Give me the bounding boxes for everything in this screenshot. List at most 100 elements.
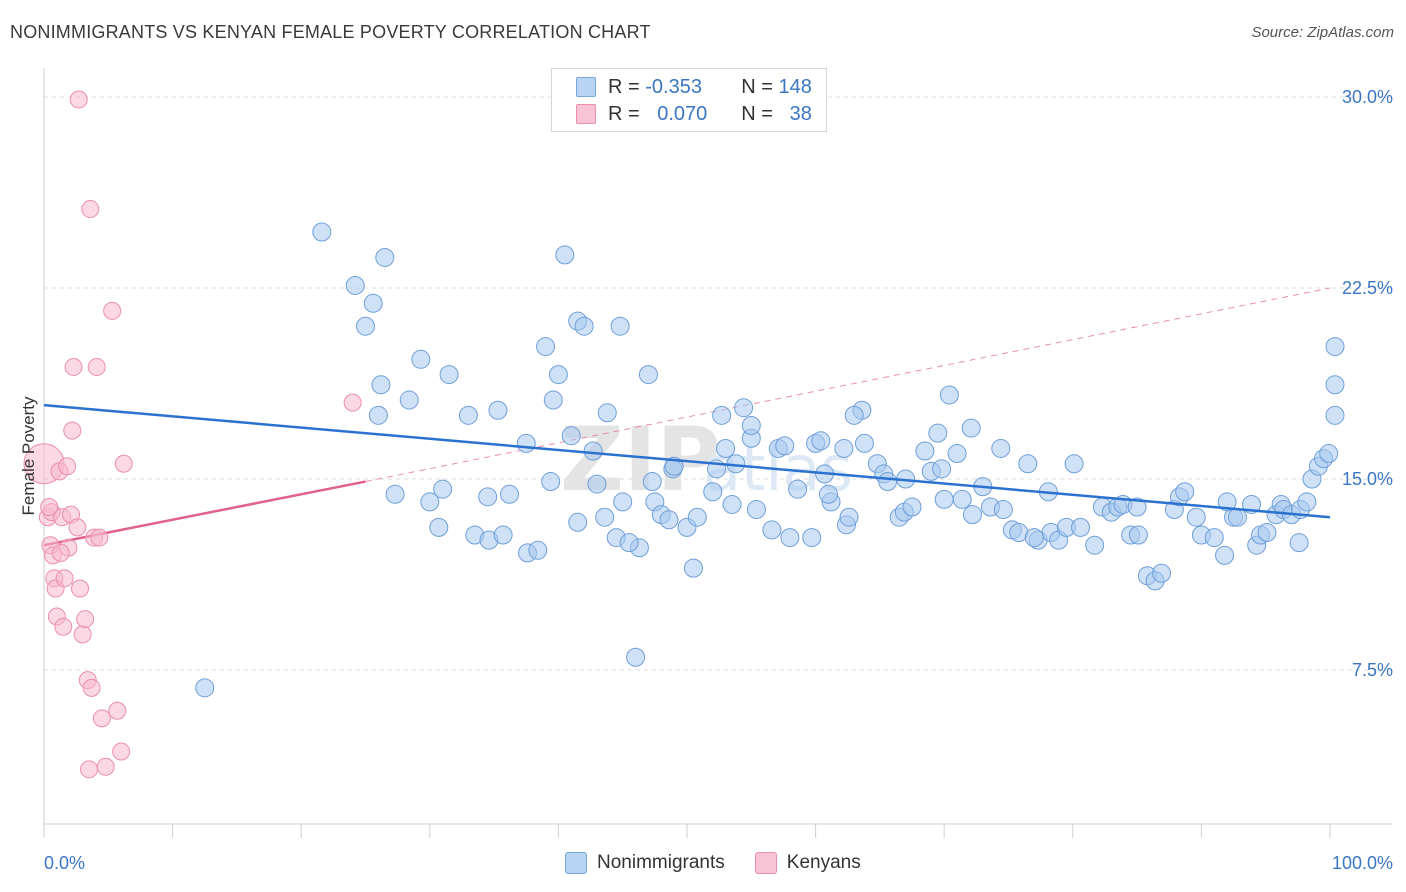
nonimmigrants-point bbox=[610, 316, 630, 336]
nonimmigrants-point bbox=[1257, 522, 1277, 542]
grid-lines bbox=[44, 96, 1392, 671]
kenyans-point bbox=[90, 528, 109, 547]
nonimmigrants-point bbox=[854, 433, 874, 453]
nonimmigrants-point bbox=[915, 441, 935, 461]
kenyans-point bbox=[40, 498, 59, 517]
nonimmigrants-point bbox=[439, 365, 459, 385]
nonimmigrants-point bbox=[500, 484, 520, 504]
nonimmigrants-point bbox=[568, 512, 588, 532]
kenyans-point bbox=[54, 617, 73, 636]
nonimmigrants-point bbox=[1325, 405, 1345, 425]
x-tick-label-min: 0.0% bbox=[44, 853, 85, 873]
nonimmigrants-point bbox=[638, 365, 658, 385]
legend-swatch-pink bbox=[754, 852, 777, 874]
nonimmigrants-point bbox=[626, 647, 646, 667]
nonimmigrants-point bbox=[947, 444, 967, 464]
nonimmigrants-point bbox=[962, 505, 982, 525]
nonimmigrants-points bbox=[195, 222, 1345, 698]
nonimmigrants-point bbox=[928, 423, 948, 443]
nonimmigrants-point bbox=[775, 436, 795, 456]
nonimmigrants-point bbox=[939, 385, 959, 405]
n-value: 38 bbox=[789, 102, 812, 125]
nonimmigrants-point bbox=[312, 222, 332, 242]
nonimmigrants-point bbox=[811, 431, 831, 451]
nonimmigrants-point bbox=[458, 405, 478, 425]
nonimmigrants-point bbox=[555, 245, 575, 265]
r-value: -0.353 bbox=[645, 75, 702, 98]
nonimmigrants-point bbox=[516, 433, 536, 453]
series-legend: Nonimmigrants Kenyans bbox=[565, 852, 891, 874]
nonimmigrants-point bbox=[371, 375, 391, 395]
nonimmigrants-point bbox=[780, 528, 800, 548]
y-axis-label: Female Poverty bbox=[19, 396, 38, 516]
nonimmigrants-point bbox=[195, 678, 215, 698]
legend-item-kenyans[interactable]: Kenyans bbox=[754, 852, 861, 874]
nonimmigrants-point bbox=[411, 349, 431, 369]
n-value: 148 bbox=[778, 75, 812, 98]
nonimmigrants-point bbox=[1152, 563, 1172, 583]
nonimmigrants-point bbox=[528, 540, 548, 560]
kenyans-point bbox=[69, 90, 88, 109]
nonimmigrants-trend bbox=[43, 403, 1331, 519]
nonimmigrants-point bbox=[722, 494, 742, 514]
kenyans-point bbox=[96, 757, 115, 776]
nonimmigrants-point bbox=[478, 487, 498, 507]
kenyans-point bbox=[92, 709, 111, 728]
nonimmigrants-point bbox=[818, 484, 838, 504]
legend-item-nonimmigrants[interactable]: Nonimmigrants bbox=[565, 852, 725, 874]
nonimmigrants-point bbox=[664, 456, 684, 476]
nonimmigrants-trend-line bbox=[43, 403, 1331, 519]
nonimmigrants-point bbox=[429, 517, 449, 537]
legend-swatch-blue bbox=[576, 77, 596, 97]
kenyans-point bbox=[58, 457, 77, 476]
kenyans-point bbox=[51, 543, 70, 562]
nonimmigrants-point bbox=[1319, 444, 1339, 464]
nonimmigrants-point bbox=[574, 316, 594, 336]
y-tick-label: 30.0% bbox=[1342, 87, 1393, 107]
kenyans-point bbox=[82, 678, 101, 697]
n-label: N = bbox=[741, 102, 773, 125]
axis-labels: 7.5% 15.0% 22.5% 30.0% 0.0% 100.0% Female Pove… bbox=[19, 87, 1393, 873]
y-tick-label: 22.5% bbox=[1342, 278, 1393, 298]
kenyans-point bbox=[81, 200, 100, 219]
legend-swatch-blue bbox=[565, 852, 587, 874]
nonimmigrants-point bbox=[420, 492, 440, 512]
nonimmigrants-point bbox=[1071, 517, 1091, 537]
nonimmigrants-point bbox=[762, 520, 782, 540]
kenyans-point bbox=[76, 610, 95, 629]
kenyans-point bbox=[108, 701, 127, 720]
r-value: 0.070 bbox=[657, 102, 708, 125]
nonimmigrants-point bbox=[356, 316, 375, 336]
nonimmigrants-point bbox=[1217, 492, 1237, 512]
nonimmigrants-point bbox=[541, 472, 561, 492]
nonimmigrants-point bbox=[734, 398, 754, 418]
nonimmigrants-point bbox=[1215, 545, 1235, 565]
kenyans-point bbox=[112, 742, 131, 761]
stats-legend: R = -0.353 N = 148 R = 0.070 N = 38 bbox=[551, 68, 827, 132]
nonimmigrants-point bbox=[993, 500, 1013, 520]
legend-swatch-pink bbox=[576, 104, 596, 124]
kenyans-point bbox=[64, 357, 83, 376]
nonimmigrants-point bbox=[1186, 507, 1206, 527]
kenyans-point bbox=[63, 421, 82, 440]
nonimmigrants-point bbox=[619, 533, 639, 553]
nonimmigrants-point bbox=[839, 507, 859, 527]
r-label: R = bbox=[608, 75, 640, 98]
nonimmigrants-point bbox=[834, 438, 854, 458]
kenyans-point bbox=[114, 454, 133, 473]
nonimmigrants-point bbox=[561, 426, 581, 446]
legend-label: Kenyans bbox=[786, 852, 861, 873]
nonimmigrants-point bbox=[1018, 454, 1038, 474]
chart-title: NONIMMIGRANTS VS KENYAN FEMALE POVERTY C… bbox=[10, 22, 651, 42]
nonimmigrants-point bbox=[385, 484, 405, 504]
source-credit: Source: ZipAtlas.com bbox=[1251, 24, 1394, 41]
nonimmigrants-point bbox=[934, 489, 954, 509]
nonimmigrants-point bbox=[536, 337, 556, 357]
nonimmigrants-point bbox=[952, 489, 972, 509]
nonimmigrants-point bbox=[1024, 528, 1044, 548]
nonimmigrants-point bbox=[375, 247, 395, 267]
nonimmigrants-point bbox=[595, 507, 615, 527]
nonimmigrants-point bbox=[613, 492, 633, 512]
y-tick-label: 7.5% bbox=[1352, 660, 1393, 680]
kenyans-trend-extended bbox=[365, 287, 1331, 483]
